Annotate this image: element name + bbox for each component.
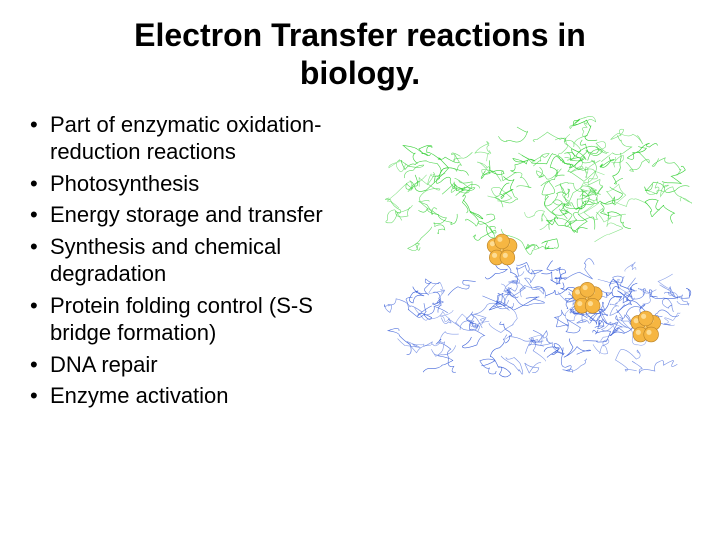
bullet-list: Part of enzymatic oxidation-reduction re… xyxy=(28,111,368,414)
bullet-item: DNA repair xyxy=(28,351,368,379)
bullet-item: Photosynthesis xyxy=(28,170,368,198)
slide-title: Electron Transfer reactions in biology. xyxy=(80,16,640,93)
slide: Electron Transfer reactions in biology. … xyxy=(0,0,720,540)
bullet-item: Synthesis and chemical degradation xyxy=(28,233,368,288)
bullet-item: Protein folding control (S-S bridge form… xyxy=(28,292,368,347)
bullet-item: Enzyme activation xyxy=(28,382,368,410)
molecule-figure xyxy=(384,111,692,381)
bullet-item: Energy storage and transfer xyxy=(28,201,368,229)
bullet-item: Part of enzymatic oxidation-reduction re… xyxy=(28,111,368,166)
slide-body: Part of enzymatic oxidation-reduction re… xyxy=(28,111,692,414)
molecule-svg xyxy=(384,111,692,381)
